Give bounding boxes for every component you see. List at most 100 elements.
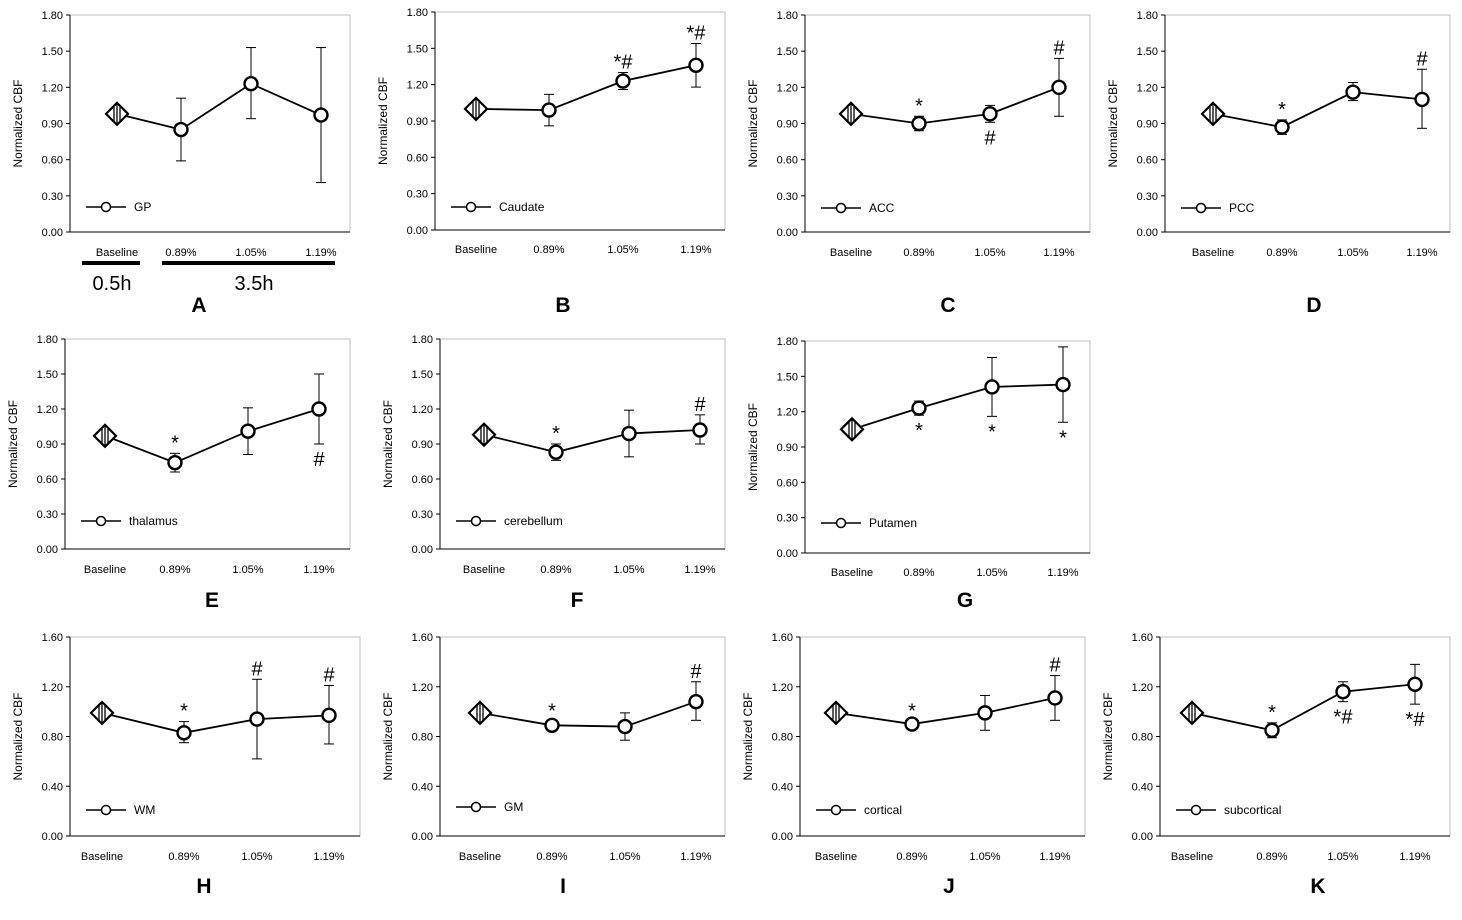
y-tick-label: 0.90 xyxy=(42,119,63,131)
data-point xyxy=(240,423,256,439)
panel-label: H xyxy=(196,875,211,898)
significance-mark: * xyxy=(1278,99,1286,121)
legend-marker xyxy=(830,804,842,816)
significance-mark: # xyxy=(690,661,702,683)
y-tick-label: 1.80 xyxy=(777,10,798,22)
y-tick-label: 1.80 xyxy=(777,336,798,348)
x-tick-label: 1.05% xyxy=(969,851,1000,863)
panel-label: C xyxy=(940,294,955,317)
significance-mark: * xyxy=(1268,702,1276,724)
y-tick-label: 1.20 xyxy=(1137,82,1158,94)
x-tick-label: Baseline xyxy=(1171,851,1213,863)
y-tick-label: 0.60 xyxy=(1137,155,1158,167)
plot-frame xyxy=(69,14,351,233)
panel-b: 0.00 0.30 0.60 0.90 1.20 1.50 1.80 Normalized C… xyxy=(376,7,726,317)
x-tick-label: Baseline xyxy=(96,247,138,259)
x-tick-label: 0.89% xyxy=(536,851,567,863)
y-tick-label: 0.00 xyxy=(777,227,798,239)
panel-e: 0.00 0.30 0.60 0.90 1.20 1.50 1.80 Normalized C… xyxy=(6,334,351,612)
panel-label: F xyxy=(571,589,584,612)
y-tick-label: 0.60 xyxy=(37,474,58,486)
panel-d: 0.00 0.30 0.60 0.90 1.20 1.50 1.80 Normalized C… xyxy=(1106,10,1451,317)
x-tick-label: 1.19% xyxy=(684,564,715,576)
y-tick-label: 1.50 xyxy=(1137,46,1158,58)
data-point xyxy=(176,725,192,741)
y-tick-label: 0.90 xyxy=(412,439,433,451)
y-axis-title: Normalized CBF xyxy=(376,77,390,165)
y-tick-label: 0.90 xyxy=(777,442,798,454)
plot-frame xyxy=(804,14,1091,233)
y-tick-label: 0.30 xyxy=(407,189,428,201)
y-tick-label: 1.20 xyxy=(412,682,433,694)
y-tick-label: 1.80 xyxy=(412,334,433,346)
data-point xyxy=(313,107,329,123)
x-tick-label: Baseline xyxy=(459,851,501,863)
x-tick-label: 1.19% xyxy=(305,247,336,259)
y-tick-label: 0.90 xyxy=(777,119,798,131)
legend-marker xyxy=(1195,202,1207,214)
duration-label: 3.5h xyxy=(235,273,274,295)
data-point xyxy=(1055,376,1071,393)
significance-mark: # xyxy=(1049,655,1061,677)
data-point xyxy=(1051,79,1067,96)
panel-label: G xyxy=(957,589,973,612)
y-tick-label: 0.80 xyxy=(772,732,793,744)
significance-mark: *# xyxy=(614,52,634,74)
legend-marker xyxy=(465,201,477,213)
x-tick-label: 0.89% xyxy=(903,567,934,579)
y-tick-label: 1.60 xyxy=(412,632,433,644)
plot-frame xyxy=(799,636,1086,837)
y-tick-label: 1.20 xyxy=(42,682,63,694)
legend-marker xyxy=(470,801,482,813)
y-tick-label: 1.20 xyxy=(1132,682,1153,694)
legend-label: cerebellum xyxy=(504,514,563,528)
panel-label: K xyxy=(1310,875,1325,898)
y-tick-label: 0.80 xyxy=(42,732,63,744)
significance-mark: * xyxy=(915,420,923,442)
y-tick-label: 0.00 xyxy=(37,544,58,556)
data-point xyxy=(615,73,631,89)
y-tick-label: 0.00 xyxy=(1137,227,1158,239)
y-tick-label: 1.20 xyxy=(412,404,433,416)
data-point xyxy=(904,716,920,732)
series-line xyxy=(835,697,1056,725)
data-point xyxy=(167,454,183,471)
panel-k: 0.00 0.40 0.80 1.20 1.60 Normalized CBF Baseli… xyxy=(1101,632,1451,898)
x-tick-label: 0.89% xyxy=(540,564,571,576)
y-tick-label: 1.20 xyxy=(777,82,798,94)
significance-mark: * xyxy=(1059,427,1067,449)
significance-mark: # xyxy=(251,658,263,680)
panel-j: 0.00 0.40 0.80 1.20 1.60 Normalized CBF Baseli… xyxy=(741,632,1086,898)
x-tick-label: 0.89% xyxy=(168,851,199,863)
significance-mark: * xyxy=(180,701,188,723)
data-point xyxy=(688,57,704,73)
y-tick-label: 1.50 xyxy=(37,369,58,381)
y-axis-title: Normalized CBF xyxy=(6,400,20,488)
y-tick-label: 0.40 xyxy=(42,781,63,793)
x-tick-label: 1.05% xyxy=(609,851,640,863)
data-point xyxy=(977,705,993,721)
y-tick-label: 0.00 xyxy=(777,548,798,560)
y-tick-label: 0.30 xyxy=(777,513,798,525)
y-tick-label: 1.20 xyxy=(407,80,428,92)
significance-mark: * xyxy=(908,701,916,723)
data-point xyxy=(311,401,327,417)
legend-label: PCC xyxy=(1229,201,1255,215)
y-tick-label: 0.60 xyxy=(42,155,63,167)
significance-mark: # xyxy=(313,449,325,471)
x-tick-label: 1.19% xyxy=(1047,567,1078,579)
panel-a: 0.00 0.30 0.60 0.90 1.20 1.50 1.80 Normalized C… xyxy=(11,10,351,317)
y-tick-label: 0.30 xyxy=(412,509,433,521)
y-tick-label: 1.50 xyxy=(407,43,428,55)
y-tick-label: 1.20 xyxy=(777,407,798,419)
significance-mark: *# xyxy=(1406,709,1426,731)
significance-mark: *# xyxy=(1334,707,1354,729)
data-point xyxy=(544,717,560,734)
panel-g: 0.00 0.30 0.60 0.90 1.20 1.50 1.80 Normalized C… xyxy=(746,336,1091,612)
y-tick-label: 1.60 xyxy=(1132,632,1153,644)
data-point xyxy=(982,106,998,122)
x-tick-label: 1.19% xyxy=(1399,851,1430,863)
panel-label: A xyxy=(191,294,206,317)
x-tick-label: Baseline xyxy=(81,851,123,863)
panel-label: J xyxy=(943,875,955,898)
